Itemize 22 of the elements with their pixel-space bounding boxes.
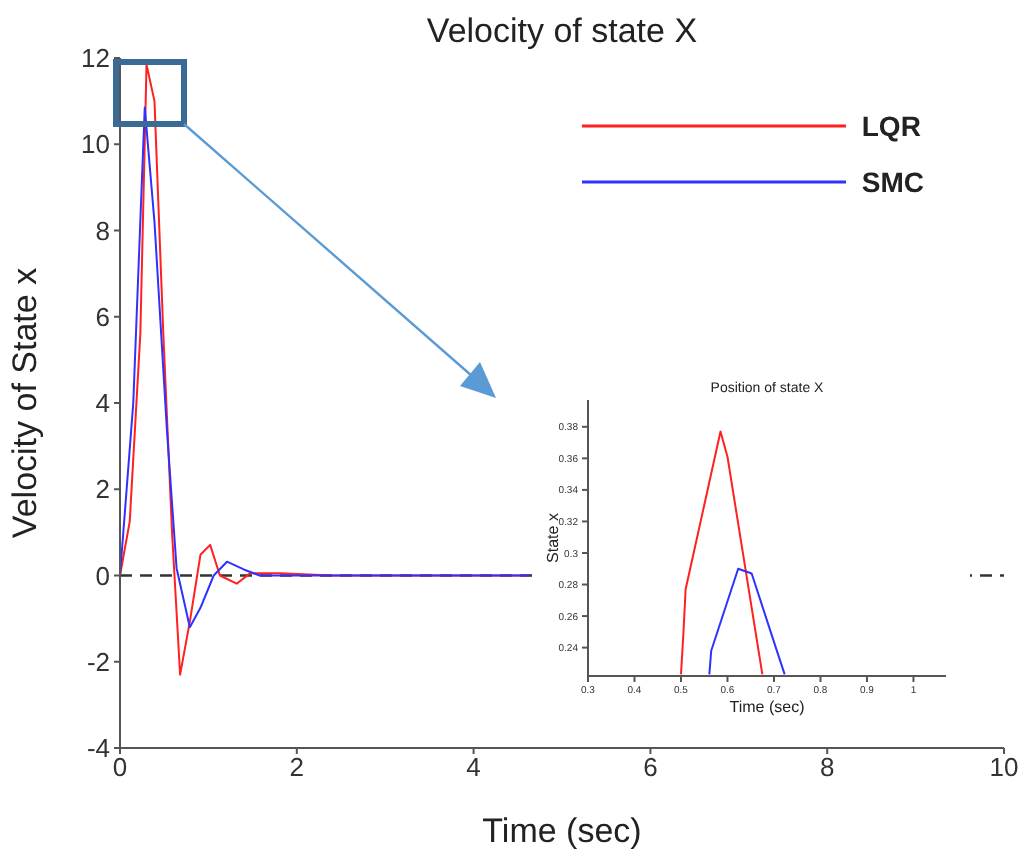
x-tick-label: 2	[289, 752, 305, 783]
x-tick-label: 8	[819, 752, 835, 783]
y-tick-label: 2	[95, 474, 110, 505]
x-tick-label: 6	[643, 752, 658, 783]
x-axis-title: Time (sec)	[482, 812, 642, 850]
y-tick-label: -4	[86, 733, 110, 764]
y-tick-label: 6	[95, 301, 110, 332]
line-series	[679, 430, 764, 676]
y-tick-label: 12	[81, 43, 110, 74]
y-tick-label: 4	[95, 388, 110, 419]
x-axis-title: Time (sec)	[729, 698, 806, 716]
line-series	[708, 567, 786, 676]
y-axis-title: Velocity of State x	[6, 266, 45, 539]
chart-title: Velocity of state X	[424, 12, 700, 53]
x-tick-label: 10	[989, 752, 1019, 783]
y-tick-label: -2	[86, 646, 110, 677]
x-tick-label: 4	[466, 752, 481, 783]
y-tick-label: 8	[95, 215, 110, 246]
y-tick-label: 10	[81, 129, 110, 160]
text: SMC	[861, 166, 924, 198]
text: LQR	[861, 110, 921, 142]
y-tick-label: 0	[95, 560, 110, 591]
